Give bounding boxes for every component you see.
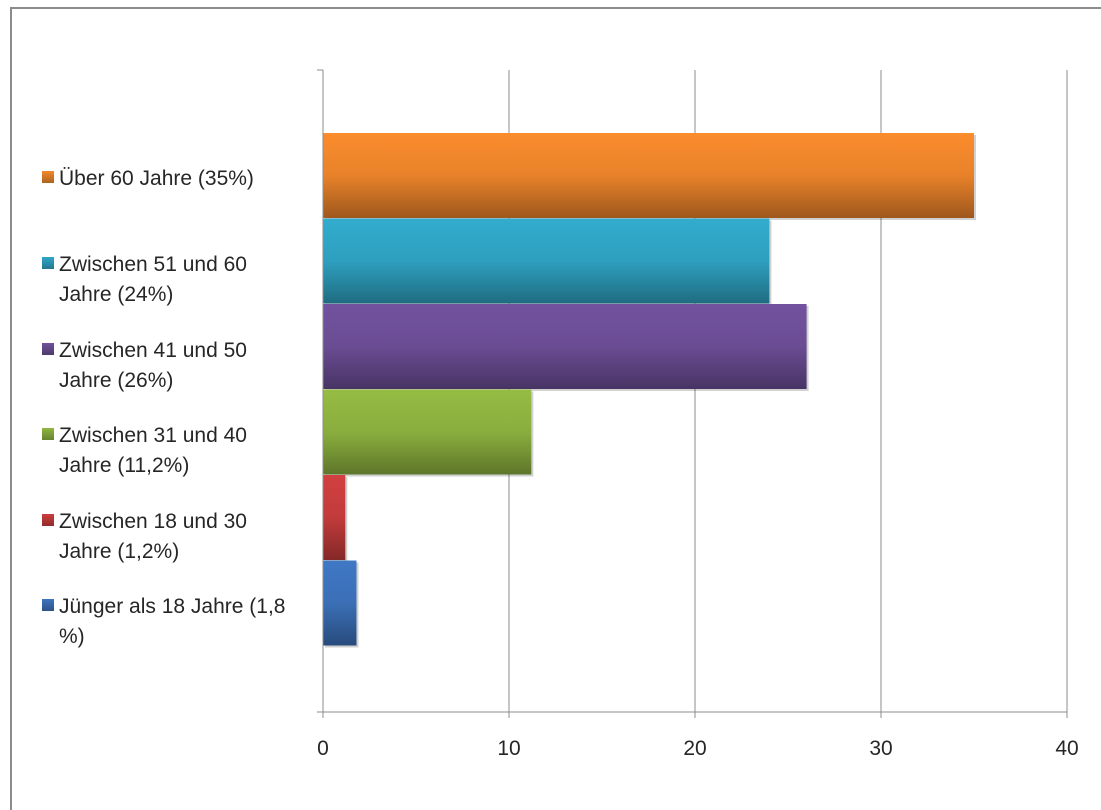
bar-3 <box>323 389 532 475</box>
x-tick-label: 20 <box>683 737 706 760</box>
legend-label: Über 60 Jahre (35%) <box>59 167 254 190</box>
x-tick-label: 40 <box>1055 737 1078 760</box>
legend-label: Zwischen 41 und 50 Jahre (26%) <box>59 339 247 392</box>
legend-item: Zwischen 31 und 40 Jahre (11,2%) <box>42 421 289 481</box>
legend-item: Zwischen 41 und 50 Jahre (26%) <box>42 336 289 396</box>
legend-swatch <box>42 257 54 269</box>
legend-item: Zwischen 18 und 30 Jahre (1,2%) <box>42 507 289 567</box>
legend-item: Zwischen 51 und 60 Jahre (24%) <box>42 250 289 310</box>
legend-swatch <box>42 428 54 440</box>
bar-4 <box>323 475 346 560</box>
x-tick-label: 10 <box>497 737 520 760</box>
legend-label: Zwischen 51 und 60 Jahre (24%) <box>59 253 247 306</box>
bar-5 <box>323 560 357 646</box>
bar-2 <box>323 304 807 389</box>
legend-swatch <box>42 514 54 526</box>
legend-label: Zwischen 31 und 40 Jahre (11,2%) <box>59 424 247 477</box>
legend-swatch <box>42 599 54 611</box>
x-tick-label: 0 <box>317 737 329 760</box>
bar-1 <box>323 218 770 304</box>
legend-swatch <box>42 343 54 355</box>
x-tick-label: 30 <box>869 737 892 760</box>
bar-0 <box>323 133 974 218</box>
legend-item: Jünger als 18 Jahre (1,8 %) <box>42 592 289 652</box>
legend-item: Über 60 Jahre (35%) <box>42 164 289 194</box>
legend-label: Jünger als 18 Jahre (1,8 %) <box>59 595 286 648</box>
axes: 0 10 20 30 40 <box>317 69 1079 760</box>
bars <box>323 133 976 648</box>
legend-label: Zwischen 18 und 30 Jahre (1,2%) <box>59 510 247 563</box>
legend-swatch <box>42 171 54 183</box>
